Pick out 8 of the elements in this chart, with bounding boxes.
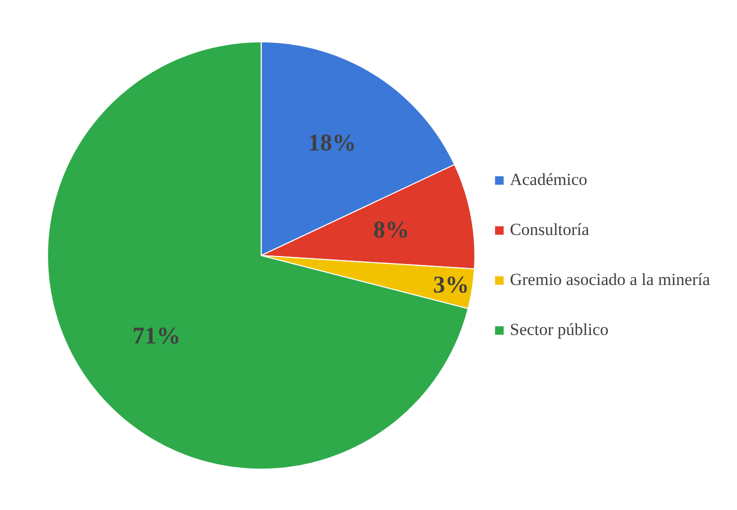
data-label: 71% (132, 324, 181, 350)
legend-label: Gremio asociado a la minería (510, 270, 710, 290)
legend-label: Consultoría (510, 220, 590, 240)
data-label: 3% (433, 272, 470, 299)
data-label: 8% (373, 218, 410, 244)
legend-label: Sector público (510, 320, 609, 340)
legend-label: Académico (510, 170, 588, 190)
data-label: 18% (308, 130, 356, 157)
